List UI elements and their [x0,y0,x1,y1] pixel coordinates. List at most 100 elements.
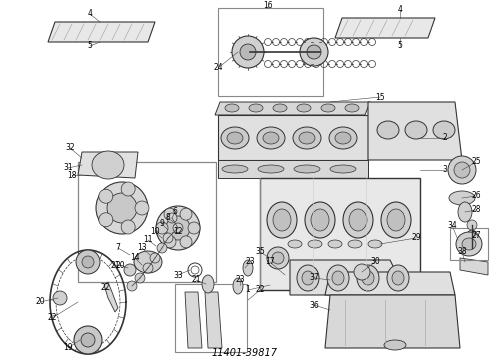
Ellipse shape [405,121,427,139]
Ellipse shape [345,104,359,112]
Ellipse shape [272,252,284,264]
Ellipse shape [368,240,382,248]
Ellipse shape [107,193,137,223]
Text: 10: 10 [150,228,160,237]
Text: 36: 36 [309,301,319,310]
Text: 3: 3 [442,166,447,175]
Text: 34: 34 [447,220,457,230]
Ellipse shape [343,202,373,238]
Ellipse shape [164,208,176,220]
Ellipse shape [354,264,370,280]
Text: 21: 21 [110,261,120,270]
Ellipse shape [263,132,279,144]
Text: 25: 25 [471,158,481,166]
Text: 30: 30 [370,257,380,266]
Text: 5: 5 [88,41,93,50]
Text: 4: 4 [88,9,93,18]
Ellipse shape [53,291,67,305]
Text: 21: 21 [191,275,201,284]
Ellipse shape [332,271,344,285]
Ellipse shape [163,233,173,243]
Text: 23: 23 [245,257,255,266]
Ellipse shape [305,202,335,238]
Ellipse shape [297,104,311,112]
Ellipse shape [300,38,328,66]
Text: 17: 17 [265,257,275,266]
Ellipse shape [99,213,113,227]
Ellipse shape [448,156,476,184]
Ellipse shape [180,236,192,248]
Ellipse shape [143,263,153,273]
Text: 28: 28 [471,206,481,215]
Text: 1: 1 [245,285,250,294]
Ellipse shape [156,206,200,250]
Ellipse shape [222,165,248,173]
Ellipse shape [121,182,135,196]
Ellipse shape [335,132,351,144]
Polygon shape [260,178,420,290]
Ellipse shape [227,132,243,144]
Ellipse shape [156,222,168,234]
Text: 5: 5 [397,41,402,50]
Polygon shape [48,22,155,42]
Text: 14: 14 [130,253,140,262]
Polygon shape [290,260,400,295]
Ellipse shape [456,232,482,256]
Text: 9: 9 [160,220,165,229]
Ellipse shape [328,240,342,248]
Ellipse shape [166,216,190,240]
Polygon shape [218,115,368,160]
Ellipse shape [327,265,349,291]
Text: 18: 18 [67,171,77,180]
Ellipse shape [462,238,476,250]
Ellipse shape [127,281,137,291]
Ellipse shape [134,251,162,273]
Text: 19: 19 [63,343,73,352]
Ellipse shape [433,121,455,139]
Ellipse shape [362,271,374,285]
Ellipse shape [349,209,367,231]
Polygon shape [185,292,202,348]
Ellipse shape [81,333,95,347]
Ellipse shape [357,265,379,291]
Ellipse shape [384,340,406,350]
Ellipse shape [321,104,335,112]
Ellipse shape [202,275,214,293]
Ellipse shape [150,253,160,263]
Text: 22: 22 [255,285,265,294]
Text: 12: 12 [173,228,183,237]
Text: 22: 22 [100,284,110,292]
Ellipse shape [249,104,263,112]
Text: 31: 31 [63,163,73,172]
Bar [450,228,488,260]
Ellipse shape [257,127,285,149]
Ellipse shape [329,127,357,149]
Ellipse shape [225,104,239,112]
Ellipse shape [135,201,149,215]
Ellipse shape [121,220,135,234]
Text: 27: 27 [471,230,481,239]
Text: 6: 6 [172,207,177,216]
Ellipse shape [348,240,362,248]
Text: 22: 22 [47,314,57,323]
Text: 13: 13 [137,243,147,252]
Ellipse shape [273,104,287,112]
Polygon shape [78,152,138,178]
Text: 37: 37 [309,274,319,283]
Ellipse shape [297,265,319,291]
Text: 7: 7 [116,243,121,252]
Ellipse shape [135,273,145,283]
Polygon shape [335,18,435,38]
Ellipse shape [82,256,94,268]
Text: 8: 8 [166,213,171,222]
Ellipse shape [240,44,256,60]
Ellipse shape [273,209,291,231]
Text: 11: 11 [143,235,153,244]
Ellipse shape [307,45,321,59]
Ellipse shape [377,121,399,139]
Ellipse shape [74,326,102,354]
Ellipse shape [458,202,472,222]
Text: 2: 2 [442,134,447,143]
Polygon shape [104,282,118,312]
Text: 4: 4 [397,5,402,14]
